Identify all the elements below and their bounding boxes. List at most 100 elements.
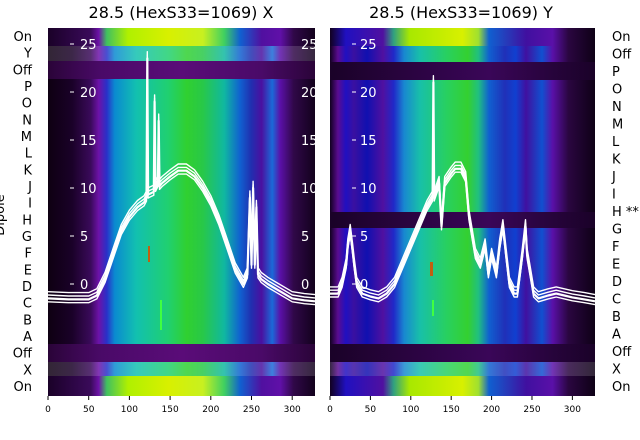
overlay-axis: 25 25 20 20 15 15 10 10 5 5 0 0: [70, 38, 318, 293]
row-label: X: [23, 363, 32, 378]
chart-title: 28.5 (HexS33=1069) X: [89, 3, 274, 22]
row-label: A: [23, 330, 32, 345]
row-label: N: [612, 100, 622, 115]
heat-band-x: [48, 362, 315, 376]
overlay-tick-label-right: 25: [301, 38, 318, 53]
x-tick-label: 250: [243, 405, 260, 415]
row-label: F: [25, 247, 32, 262]
row-label: Off: [13, 63, 33, 78]
heat-accent: [432, 300, 434, 316]
x-tick-label: 0: [45, 405, 51, 415]
x-axis-ticks: 0 50 100 150 200 250 300: [45, 396, 301, 415]
overlay-tick-label: 10: [80, 182, 97, 197]
row-label: A: [612, 328, 621, 343]
x-tick-label: 200: [202, 405, 219, 415]
heat-band-on-bottom: [330, 376, 595, 396]
x-tick-label: 250: [523, 405, 540, 415]
heat-band-on-bottom: [48, 376, 315, 396]
row-label: B: [23, 313, 32, 328]
y-axis-label: Dipole: [0, 194, 8, 235]
row-label: K: [23, 163, 32, 178]
row-label: D: [22, 280, 32, 295]
row-label: C: [612, 293, 621, 308]
heat-band-h: [330, 212, 595, 228]
row-label: I: [612, 188, 616, 203]
trace-line: [47, 51, 316, 296]
x-tick-label: 100: [402, 405, 419, 415]
heat-band-middle: [48, 79, 315, 344]
heat-accent: [430, 262, 433, 276]
row-label: O: [612, 83, 622, 98]
row-label: On: [612, 30, 630, 45]
row-label: K: [612, 153, 621, 168]
row-label: C: [23, 297, 32, 312]
overlay-axis: 25 20 15 10 5 0: [352, 38, 377, 293]
x-tick-label: 0: [327, 405, 333, 415]
x-tick-label: 50: [365, 405, 377, 415]
row-label: Off: [13, 347, 33, 362]
heat-band-off-top: [330, 62, 595, 80]
overlay-tick-label-right: 15: [301, 134, 318, 149]
x-axis-ticks: 0 50 100 150 200 250 300: [327, 396, 581, 415]
heat-band-upper: [330, 46, 595, 62]
chart-title: 28.5 (HexS33=1069) Y: [369, 3, 553, 22]
trace-line: [330, 74, 596, 296]
row-label: L: [612, 135, 620, 150]
overlay-tick-label: 25: [80, 38, 97, 53]
x-tick-label: 150: [443, 405, 460, 415]
row-label: H **: [612, 205, 639, 220]
row-label: Y: [23, 47, 32, 62]
row-label: On: [612, 380, 630, 395]
panel-y: 28.5 (HexS33=1069) Y 25 20 15 10 50 On Off PON…: [327, 3, 639, 415]
heat-band-x: [330, 362, 595, 376]
overlay-tick-label: 25: [360, 38, 377, 53]
row-label: O: [22, 97, 32, 112]
row-label: B: [612, 310, 621, 325]
x-tick-label: 100: [121, 405, 138, 415]
row-label: M: [612, 118, 623, 133]
overlay-tick-label-right: 5: [301, 230, 309, 245]
heat-accent: [148, 246, 150, 262]
heat-band-on-top: [330, 28, 595, 46]
row-label: E: [24, 263, 32, 278]
row-label: L: [25, 147, 33, 162]
heat-accent: [160, 300, 162, 330]
row-label: P: [24, 80, 32, 95]
row-label: P: [612, 65, 620, 80]
heatmap: [48, 28, 315, 396]
heat-band-off-top: [48, 61, 315, 79]
row-label: X: [612, 363, 621, 378]
overlay-tick-label: 5: [80, 230, 88, 245]
overlay-tick-label: 15: [80, 134, 97, 149]
heatmap: [330, 28, 595, 396]
trace-line: [330, 85, 596, 306]
row-label: I: [28, 197, 32, 212]
heat-band-on-top: [48, 28, 315, 46]
x-tick-label: 50: [83, 405, 95, 415]
row-label: On: [14, 380, 32, 395]
heat-band-off-bottom: [330, 344, 595, 362]
row-label: M: [21, 130, 32, 145]
trace-series: [330, 74, 596, 306]
row-label: E: [612, 258, 620, 273]
x-tick-label: 300: [564, 405, 581, 415]
overlay-tick-label-right: 0: [301, 278, 309, 293]
overlay-tick-label: 20: [80, 86, 97, 101]
row-label: D: [612, 275, 622, 290]
row-label: On: [14, 30, 32, 45]
heat-band-middle-top: [330, 80, 595, 212]
heat-band-middle-bottom: [330, 228, 595, 344]
x-tick-label: 200: [483, 405, 500, 415]
x-tick-label: 300: [284, 405, 301, 415]
heat-band-off-bottom: [48, 344, 315, 362]
row-label: Off: [612, 48, 632, 63]
row-label: J: [27, 180, 32, 195]
overlay-tick-label: 10: [360, 182, 377, 197]
trace-series: [47, 51, 316, 306]
overlay-tick-label: 15: [360, 134, 377, 149]
overlay-tick-label: 20: [360, 86, 377, 101]
row-label: G: [612, 223, 622, 238]
